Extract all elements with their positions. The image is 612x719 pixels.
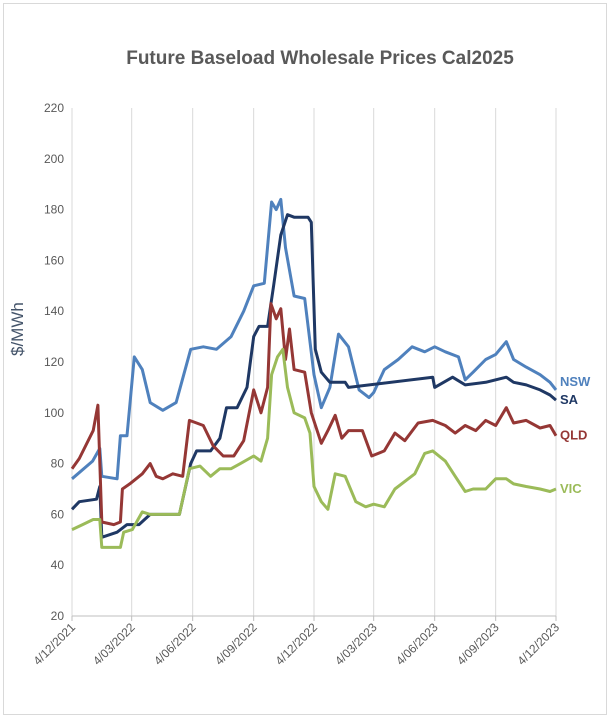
x-tick-label: 4/12/2021 (30, 620, 78, 668)
x-tick-label: 4/12/2023 (514, 620, 562, 668)
x-tick-label: 4/06/2022 (151, 620, 199, 668)
y-tick-label: 120 (44, 355, 64, 369)
y-tick-label: 180 (44, 203, 64, 217)
x-tick-label: 4/03/2023 (332, 620, 380, 668)
series-line-vic (71, 347, 557, 549)
y-tick-label: 140 (44, 304, 64, 318)
y-tick-label: 200 (44, 152, 64, 166)
x-tick-label: 4/06/2023 (393, 620, 441, 668)
y-tick-label: 20 (51, 609, 65, 623)
y-tick-label: 80 (51, 457, 65, 471)
series-label-qld: QLD (560, 428, 587, 443)
series-label-nsw: NSW (560, 374, 591, 389)
series-line-nsw (71, 197, 558, 481)
chart-frame (3, 3, 607, 715)
gridlines (71, 108, 557, 616)
y-tick-label: 100 (44, 406, 64, 420)
series-line-sa (70, 213, 557, 539)
series-lines (70, 197, 558, 549)
y-tick-label: 60 (51, 507, 65, 521)
y-tick-label: 220 (44, 101, 64, 115)
x-tick-label: 4/12/2022 (272, 620, 320, 668)
chart-title: Future Baseload Wholesale Prices Cal2025 (126, 48, 514, 69)
series-label-sa: SA (560, 392, 579, 407)
x-tick-label: 4/03/2022 (90, 620, 138, 668)
x-tick-label: 4/09/2022 (212, 620, 260, 668)
series-labels: NSW SA QLD VIC (560, 374, 591, 496)
x-tick-label: 4/09/2023 (454, 620, 502, 668)
series-label-vic: VIC (560, 481, 582, 496)
y-tick-label: 160 (44, 253, 64, 267)
y-tick-label: 40 (51, 558, 65, 572)
